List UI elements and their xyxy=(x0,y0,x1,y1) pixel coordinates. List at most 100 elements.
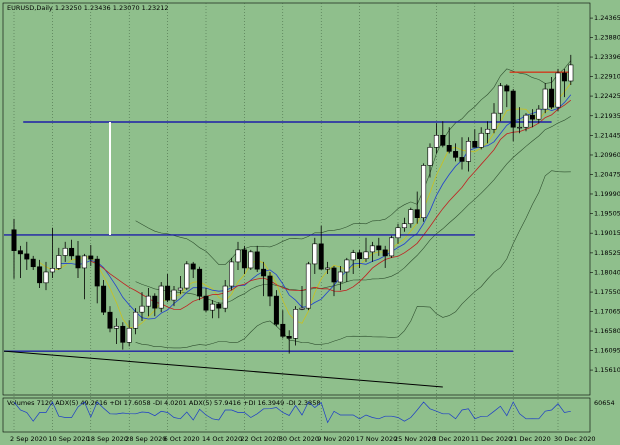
x-tick-label: 11 Dec 2020 xyxy=(471,435,513,443)
candle-body xyxy=(56,255,62,269)
chart-title: EURUSD,Daily 1.23250 1.23436 1.23070 1.2… xyxy=(7,4,169,12)
candle-body xyxy=(107,311,113,329)
plot-frame xyxy=(2,2,591,396)
candle-body xyxy=(369,245,375,253)
candle-body xyxy=(529,114,535,120)
candle-body xyxy=(357,252,363,260)
y-tick-label: 1.18525 xyxy=(594,249,620,257)
candle-body xyxy=(69,247,75,257)
candle-body xyxy=(222,285,228,309)
y-tick-label: 1.17065 xyxy=(594,308,620,316)
y-tick-label: 1.19505 xyxy=(594,209,620,217)
candle-body xyxy=(536,108,542,120)
y-tick-label: 1.22910 xyxy=(594,73,620,81)
candle-body xyxy=(254,251,260,270)
candle-body xyxy=(485,128,491,134)
candle-body xyxy=(305,263,311,309)
candle-body xyxy=(216,303,222,309)
x-tick-label: 10 Sep 2020 xyxy=(48,435,89,443)
x-tick-label: 3 Dec 2020 xyxy=(432,435,469,443)
candle-body xyxy=(139,305,145,313)
candle-body xyxy=(510,90,516,128)
candle-body xyxy=(446,145,452,152)
moving-average xyxy=(90,99,572,310)
candle-body xyxy=(363,251,369,260)
y-tick-label: 1.17550 xyxy=(594,288,620,296)
x-tick-label: 22 Oct 2020 xyxy=(240,435,280,443)
bollinger-upper xyxy=(135,60,572,265)
candle-body xyxy=(235,249,241,263)
candle-body xyxy=(229,261,235,287)
indicator-tick-label: 60654 xyxy=(594,399,615,407)
y-tick-label: 1.22425 xyxy=(594,92,620,100)
candle-body xyxy=(273,295,279,325)
candle-body xyxy=(299,307,305,310)
candle-body xyxy=(421,165,427,218)
candle-body xyxy=(11,229,17,251)
candle-body xyxy=(453,151,459,158)
x-tick-label: 25 Nov 2020 xyxy=(394,435,436,443)
candle-body xyxy=(30,258,36,268)
x-tick-label: 30 Oct 2020 xyxy=(279,435,319,443)
candle-body xyxy=(497,85,503,114)
candle-body xyxy=(261,268,267,277)
candle-body xyxy=(478,132,484,148)
candle-body xyxy=(568,64,574,82)
candle-body xyxy=(414,209,420,218)
candle-body xyxy=(382,249,388,257)
candle-body xyxy=(165,285,171,301)
candle-body xyxy=(203,295,209,311)
candle-body xyxy=(344,259,350,273)
x-tick-label: 30 Dec 2020 xyxy=(554,435,596,443)
candle-body xyxy=(286,336,292,339)
candle-body xyxy=(177,287,183,291)
candle-body xyxy=(395,227,401,239)
candle-body xyxy=(37,266,43,284)
candle-body xyxy=(555,72,561,108)
candle-body xyxy=(491,112,497,130)
y-tick-label: 1.21445 xyxy=(594,131,620,139)
candle-body xyxy=(504,85,510,92)
candle-body xyxy=(197,268,203,297)
bollinger-lower xyxy=(135,170,571,349)
y-tick-label: 1.16580 xyxy=(594,327,620,335)
candle-body xyxy=(267,275,273,297)
y-tick-label: 1.23396 xyxy=(594,53,620,61)
candle-body xyxy=(88,255,94,260)
candle-body xyxy=(190,263,196,270)
candle-body xyxy=(549,88,555,108)
indicator-title: Volumes 7120 ADX(5) 49.2616 +DI 17.6058 … xyxy=(7,399,320,407)
candle-body xyxy=(408,209,414,225)
candle-body xyxy=(427,147,433,166)
candle-body xyxy=(433,134,439,148)
candle-body xyxy=(517,126,523,129)
candle-body xyxy=(171,289,177,301)
candle-body xyxy=(241,249,247,269)
candle-body xyxy=(459,157,465,162)
candle-body xyxy=(523,114,529,128)
candle-body xyxy=(337,271,343,283)
indicator-line xyxy=(13,401,571,424)
y-tick-label: 1.20475 xyxy=(594,170,620,178)
candle-body xyxy=(350,252,356,261)
y-tick-label: 1.19015 xyxy=(594,229,620,237)
candle-body xyxy=(184,263,190,289)
candle-body xyxy=(49,268,55,273)
candle-body xyxy=(472,141,478,148)
x-tick-label: 18 Sep 2020 xyxy=(87,435,128,443)
y-tick-label: 1.18040 xyxy=(594,268,620,276)
candle-body xyxy=(561,72,567,82)
y-tick-label: 1.15610 xyxy=(594,366,620,374)
candle-body xyxy=(325,267,331,270)
candle-body xyxy=(318,243,324,270)
candle-body xyxy=(24,253,30,260)
candle-body xyxy=(145,295,151,307)
candle-body xyxy=(17,250,23,255)
candle-body xyxy=(43,271,49,284)
candle-body xyxy=(465,141,471,162)
candle-body xyxy=(440,134,446,146)
x-tick-label: 2 Sep 2020 xyxy=(10,435,47,443)
candle-body xyxy=(126,327,132,343)
candle-body xyxy=(389,237,395,257)
